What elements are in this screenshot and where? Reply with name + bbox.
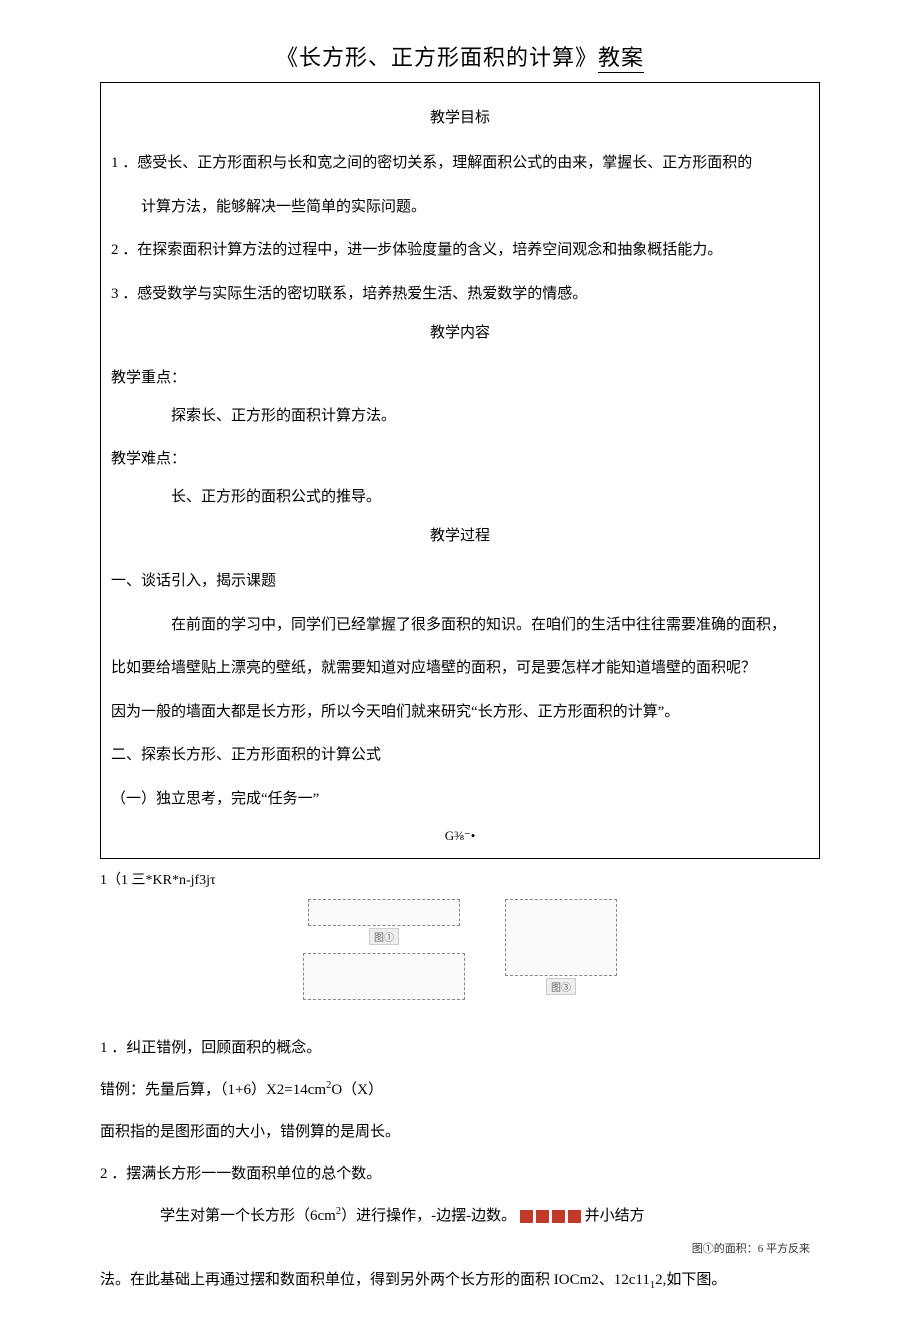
body-6: 法。在此基础上再通过摆和数面积单位，得到另外两个长方形的面积 IOCm2、12c… <box>100 1262 820 1298</box>
content-box: 教学目标 1 ．感受长、正方形面积与长和宽之间的密切关系，理解面积公式的由来，掌… <box>100 82 820 859</box>
square-icon <box>552 1210 565 1223</box>
process-p4: 因为一般的墙面大都是长方形，所以今天咱们就来研究“长方形、正方形面积的计算”。 <box>111 694 809 732</box>
process-p5: 二、探索长方形、正方形面积的计算公式 <box>111 737 809 775</box>
rectangle-c-label: 图③ <box>546 978 576 995</box>
heading-goal: 教学目标 <box>111 106 809 127</box>
document-page: 《长方形、正方形面积的计算》教案 教学目标 1 ．感受长、正方形面积与长和宽之间… <box>0 0 920 1344</box>
body-4: 2 ．摆满长方形一一数面积单位的总个数。 <box>100 1156 820 1192</box>
process-p2: 在前面的学习中，同学们已经掌握了很多面积的知识。在咱们的生活中往往需要准确的面积… <box>111 607 809 645</box>
difficulty-text: 长、正方形的面积公式的推导。 <box>111 479 809 517</box>
body-3: 面积指的是图形面的大小，错例算的是周长。 <box>100 1114 820 1150</box>
body-5: 学生对第一个长方形（6cm2）进行操作，-边摆-边数。 并小结方 <box>100 1198 820 1234</box>
shape-col-left: 图① <box>303 899 465 1000</box>
body-5b: ）进行操作，-边摆-边数。 <box>341 1208 516 1224</box>
body-2: 错例：先量后算，（1+6）X2=14cm2O（X） <box>100 1072 820 1108</box>
body-5a: 学生对第一个长方形（6cm <box>160 1208 336 1224</box>
red-squares <box>520 1210 581 1223</box>
difficulty-label: 教学难点： <box>111 441 809 479</box>
square-icon <box>568 1210 581 1223</box>
side-note: 图①的面积：6 平方反来 <box>100 1240 810 1256</box>
rectangle-b <box>303 953 465 1000</box>
title-suffix: 教案 <box>598 45 644 73</box>
body-6a: 法。在此基础上再通过摆和数面积单位，得到另外两个长方形的面积 IOCm2、12c… <box>100 1272 650 1288</box>
body-2b: O（X） <box>331 1082 383 1098</box>
key-point-text: 探索长、正方形的面积计算方法。 <box>111 398 809 436</box>
goal-3: 3 ．感受数学与实际生活的密切联系，培养热爱生活、热爱数学的情感。 <box>111 276 809 314</box>
document-title: 《长方形、正方形面积的计算》教案 <box>100 40 820 72</box>
rectangle-c <box>505 899 617 976</box>
shapes-row: 图① 图③ <box>100 899 820 1000</box>
body-1: 1 ．纠正错例，回顾面积的概念。 <box>100 1030 820 1066</box>
key-point-label: 教学重点： <box>111 360 809 398</box>
square-icon <box>536 1210 549 1223</box>
shape-col-right: 图③ <box>505 899 617 995</box>
title-main: 《长方形、正方形面积的计算》 <box>276 45 598 70</box>
goal-1-line1: 1 ．感受长、正方形面积与长和宽之间的密切关系，理解面积公式的由来，掌握长、正方… <box>111 145 809 183</box>
rectangle-a-label: 图① <box>369 928 399 945</box>
heading-content: 教学内容 <box>111 321 809 342</box>
process-p3: 比如要给墙壁贴上漂亮的壁纸，就需要知道对应墙壁的面积，可是要怎样才能知道墙壁的面… <box>111 650 809 688</box>
square-icon <box>520 1210 533 1223</box>
goal-2: 2 ．在探索面积计算方法的过程中，进一步体验度量的含义，培养空间观念和抽象概括能… <box>111 232 809 270</box>
fragment-center: G⅜⁻• <box>111 828 809 844</box>
body-6b: 2,如下图。 <box>655 1272 726 1288</box>
body-2a: 错例：先量后算，（1+6）X2=14cm <box>100 1082 326 1098</box>
body-5c: 并小结方 <box>585 1208 645 1224</box>
goal-1-line2: 计算方法，能够解决一些简单的实际问题。 <box>111 189 809 227</box>
heading-process: 教学过程 <box>111 524 809 545</box>
process-p6: （一）独立思考，完成“任务一” <box>111 781 809 819</box>
process-p1: 一、谈话引入，揭示课题 <box>111 563 809 601</box>
rectangle-a <box>308 899 460 926</box>
fragment-line: 1（1 三*KR*n-jf3jτ <box>100 869 820 889</box>
